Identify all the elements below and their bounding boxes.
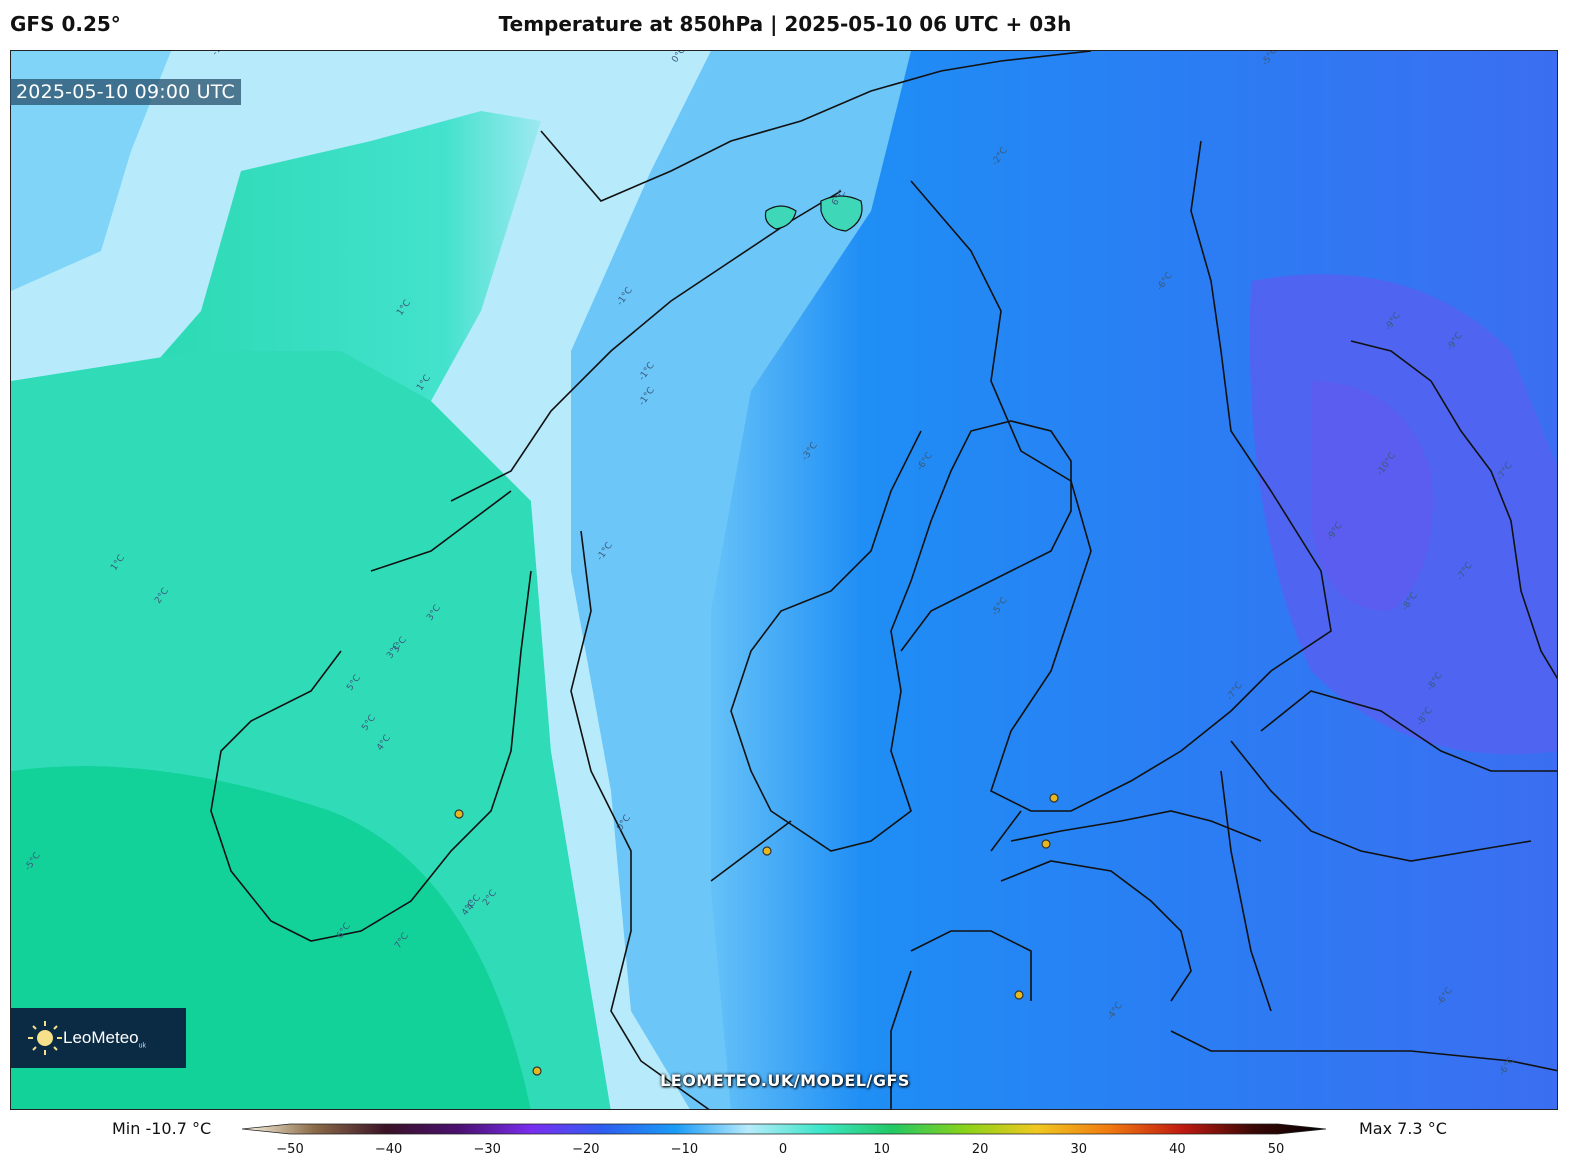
colorbar-tick-label: −20 (572, 1142, 600, 1157)
cool-northwest-region (11, 51, 171, 291)
near-zero-band (431, 51, 711, 1109)
colorbar-tick-label: −10 (670, 1142, 699, 1157)
source-watermark[interactable]: LEOMETEO.UK/MODEL/GFS (660, 1071, 910, 1090)
colorbar-body (241, 1123, 1327, 1135)
finland-border (910, 140, 1332, 812)
leometeo-logo: LeoMeteouk (11, 1008, 186, 1068)
valid-time-badge: 2025-05-10 09:00 UTC (10, 79, 241, 105)
colorbar-tick-label: −30 (473, 1142, 501, 1157)
map-canvas: -1°C0°C-5°C-2°C-1°C1°C1°C-6°C6°C-3°C-1°C… (11, 51, 1557, 1109)
baltic-coast (710, 810, 1557, 1109)
colorbar-tick-label: 30 (1070, 1142, 1088, 1157)
colorbar-tick-label: 40 (1169, 1142, 1186, 1157)
kola-coast (1350, 340, 1557, 680)
city-marker (762, 846, 772, 856)
mild-band (11, 351, 611, 1109)
colorbar-tick-label: 50 (1267, 1142, 1285, 1157)
cool-band (571, 51, 911, 1109)
gulf-of-bothnia (730, 420, 1072, 852)
cold-sea-region (11, 51, 541, 411)
city-marker (454, 809, 464, 819)
city-marker (532, 1066, 542, 1076)
colorbar-tick-label: −50 (276, 1142, 304, 1157)
norway-coast (210, 51, 1092, 942)
temperature-map[interactable]: -1°C0°C-5°C-2°C-1°C1°C1°C-6°C6°C-3°C-1°C… (10, 50, 1558, 1110)
colorbar-max-label: Max 7.3 °C (1359, 1119, 1447, 1138)
model-name: GFS 0.25° (10, 12, 121, 36)
colorbar-min-label: Min -10.7 °C (112, 1119, 212, 1138)
city-marker (1041, 839, 1051, 849)
city-marker (1049, 793, 1059, 803)
colorbar-tick-label: 10 (873, 1142, 890, 1157)
contour-label: -1°C (210, 51, 230, 58)
coldest-core (1311, 381, 1433, 611)
city-marker (1014, 990, 1024, 1000)
city-markers (454, 793, 1059, 1076)
colorbar-tick-label: 0 (778, 1142, 788, 1157)
sweden-coast (570, 530, 710, 1109)
colorbar-tick-label: −40 (374, 1142, 403, 1157)
lofoten-islands (764, 195, 863, 232)
logo-wordmark: LeoMeteouk (63, 1028, 147, 1050)
coastlines (210, 51, 1557, 1109)
russia-border (1220, 690, 1557, 1012)
colorbar-tick-label: 20 (971, 1142, 989, 1157)
colorbar (241, 1123, 1327, 1135)
sun-icon (28, 1021, 62, 1055)
chart-title: Temperature at 850hPa | 2025-05-10 06 UT… (498, 12, 1072, 36)
